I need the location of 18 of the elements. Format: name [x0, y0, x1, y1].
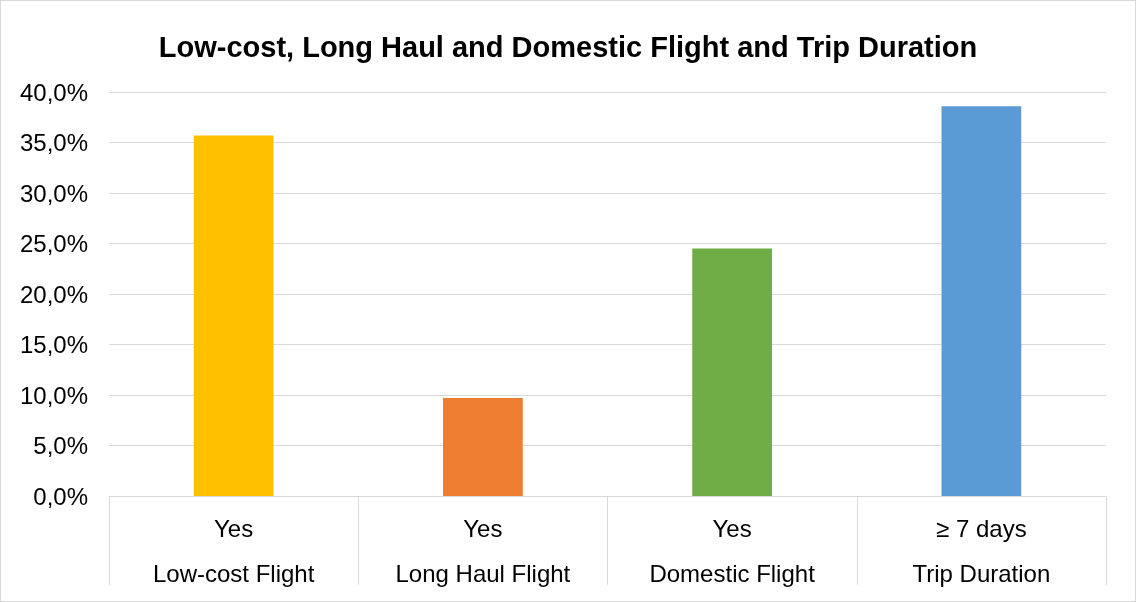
y-tick-label: 30,0% [19, 179, 88, 207]
y-tick-label: 25,0% [19, 230, 88, 257]
bar [692, 248, 773, 496]
y-tick-label: 15,0% [19, 331, 88, 358]
bar [193, 135, 274, 496]
bar [443, 398, 523, 496]
x-tick-label: Yes Long Haul Flight [395, 515, 571, 587]
y-tick-label: 0,0% [33, 482, 88, 510]
x-tick-label: ≥ 7 days Trip Duration [912, 515, 1051, 587]
y-tick-label: 5,0% [33, 432, 88, 459]
chart-title: Low-cost, Long Haul and Domestic Flight and Trip Duration [158, 30, 978, 63]
x-tick-label: Yes Domestic Flight [649, 515, 816, 587]
y-tick-label: 20,0% [19, 280, 88, 308]
y-tick-label: 10,0% [19, 381, 88, 409]
bar [941, 106, 1022, 496]
y-tick-label: 35,0% [19, 129, 88, 156]
y-tick-label: 40,0% [19, 78, 88, 106]
x-tick-label: Yes Low-cost Flight [152, 515, 315, 587]
